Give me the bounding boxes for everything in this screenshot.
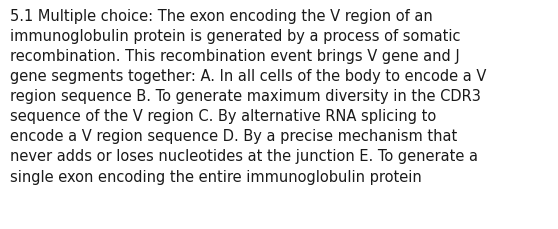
Text: 5.1 Multiple choice: The exon encoding the V region of an
immunoglobulin protein: 5.1 Multiple choice: The exon encoding t… xyxy=(10,9,487,184)
